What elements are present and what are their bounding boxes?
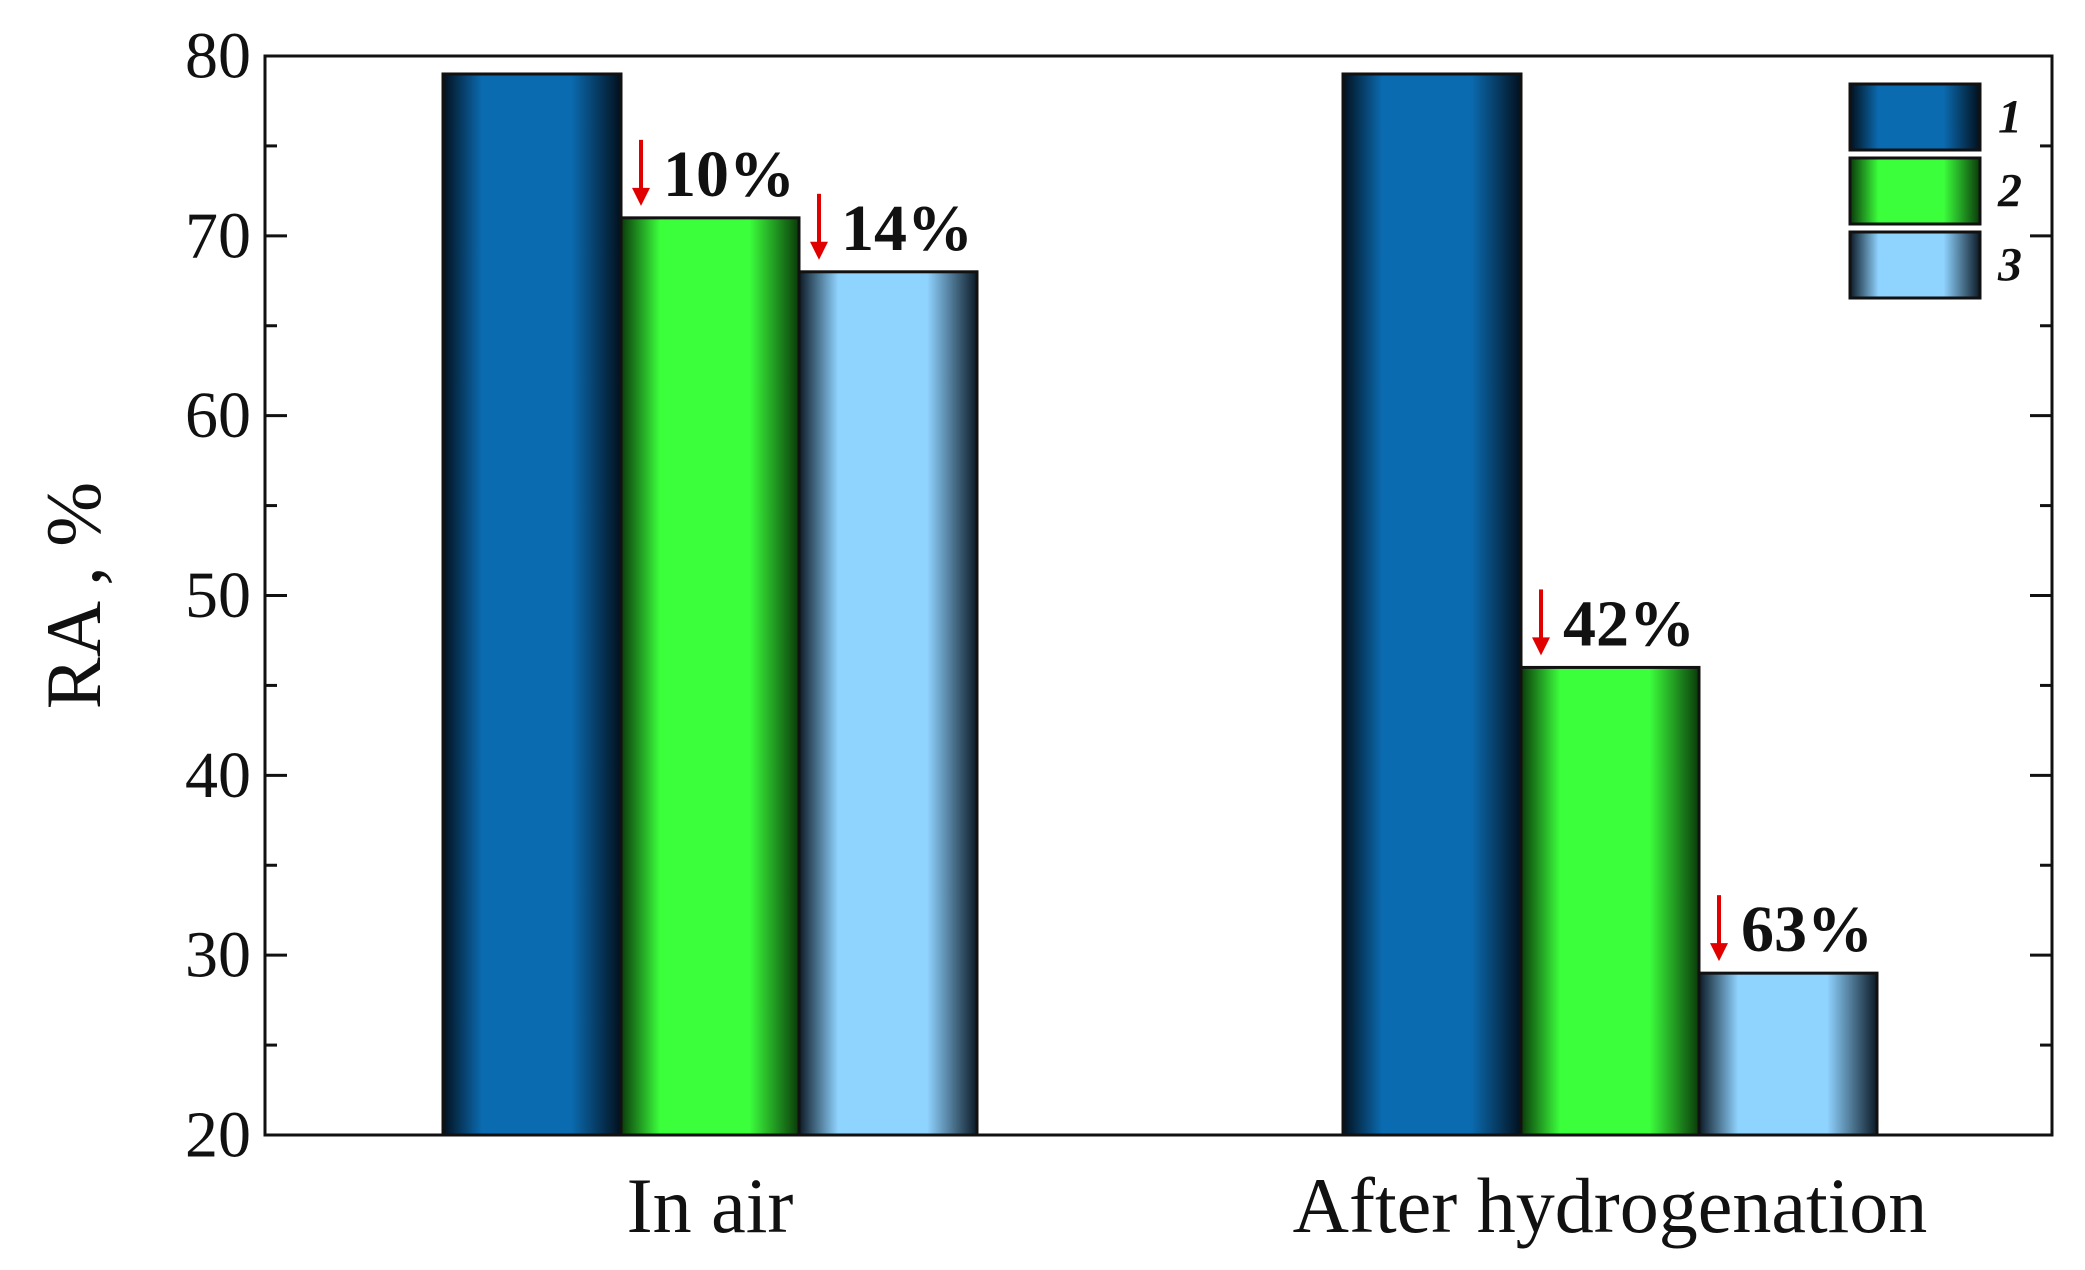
annotation-label: 42% bbox=[1563, 587, 1695, 660]
bar-series-2-after-hydrogenation bbox=[1519, 665, 1701, 1137]
down-arrow-head-icon bbox=[1710, 943, 1728, 962]
annotation-label: 63% bbox=[1741, 893, 1873, 966]
y-axis: 20 30 40 50 60 70 80 bbox=[185, 20, 2052, 1172]
y-tick-label: 20 bbox=[185, 1099, 251, 1172]
reduction-annotation: 63% bbox=[1710, 893, 1873, 966]
reduction-annotation: 10% bbox=[632, 138, 795, 211]
x-axis: In air After hydrogenation bbox=[627, 1162, 1928, 1249]
legend-swatch bbox=[1848, 230, 1982, 300]
x-category-label: After hydrogenation bbox=[1293, 1162, 1928, 1249]
annotation-label: 14% bbox=[841, 192, 973, 265]
legend: 1 2 3 bbox=[1848, 82, 2022, 300]
legend-label: 1 bbox=[1998, 91, 2022, 144]
y-tick-label: 50 bbox=[185, 559, 251, 632]
y-tick-label: 60 bbox=[185, 379, 251, 452]
legend-label: 2 bbox=[1997, 165, 2022, 218]
legend-swatch bbox=[1848, 156, 1982, 226]
bar-series-1-after-hydrogenation bbox=[1341, 72, 1523, 1137]
x-category-label: In air bbox=[627, 1162, 794, 1249]
bar-series-2-in-air bbox=[619, 216, 801, 1137]
bar-series-1-in-air bbox=[441, 72, 623, 1137]
annotations: 10% 14% 42% 63% bbox=[632, 138, 1873, 966]
y-tick-label: 80 bbox=[185, 20, 251, 93]
legend-swatch bbox=[1848, 82, 1982, 152]
bar-series-3-in-air bbox=[797, 270, 979, 1137]
down-arrow-head-icon bbox=[810, 241, 828, 260]
y-tick-label: 70 bbox=[185, 199, 251, 272]
reduction-annotation: 42% bbox=[1532, 587, 1695, 660]
down-arrow-head-icon bbox=[632, 187, 650, 206]
annotation-label: 10% bbox=[663, 138, 795, 211]
y-axis-title: RA , % bbox=[30, 482, 117, 710]
bars bbox=[441, 72, 1879, 1137]
down-arrow-head-icon bbox=[1532, 637, 1550, 656]
legend-label: 3 bbox=[1997, 239, 2022, 292]
y-tick-label: 30 bbox=[185, 919, 251, 992]
reduction-annotation: 14% bbox=[810, 192, 973, 265]
bar-series-3-after-hydrogenation bbox=[1697, 971, 1879, 1137]
y-tick-label: 40 bbox=[185, 739, 251, 812]
